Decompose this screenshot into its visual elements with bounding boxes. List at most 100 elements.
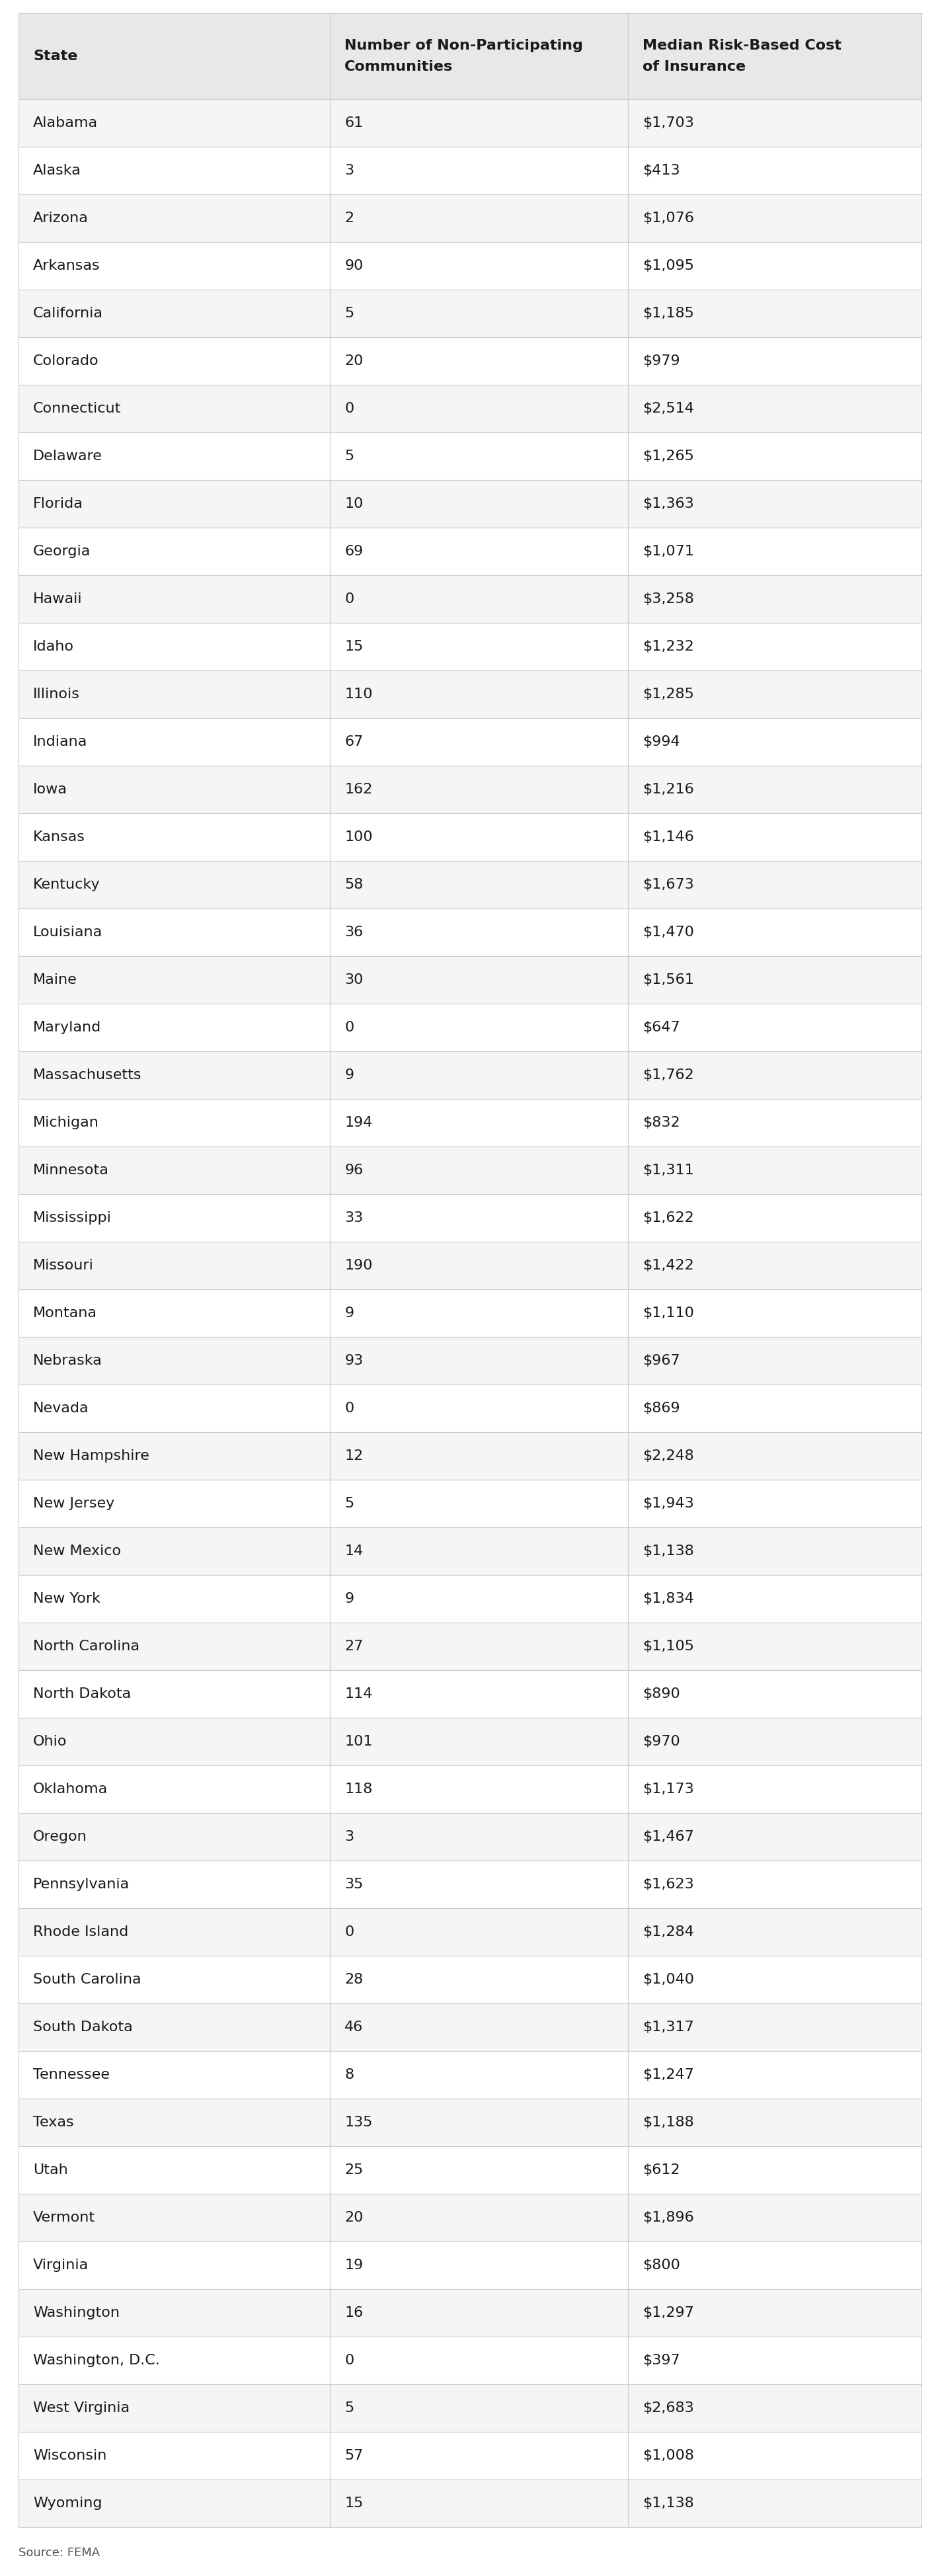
Text: Pennsylvania: Pennsylvania: [33, 1878, 130, 1891]
Text: $1,173: $1,173: [643, 1783, 694, 1795]
Bar: [330, 1909, 628, 1955]
Bar: [628, 2195, 921, 2241]
Text: 5: 5: [345, 2401, 354, 2414]
Bar: [628, 2146, 921, 2195]
Bar: [330, 2385, 628, 2432]
Bar: [330, 193, 628, 242]
Bar: [19, 2195, 330, 2241]
Text: Alaska: Alaska: [33, 165, 81, 178]
Bar: [628, 384, 921, 433]
Text: 90: 90: [345, 260, 364, 273]
Text: 0: 0: [345, 1401, 354, 1414]
Text: $970: $970: [643, 1736, 680, 1749]
Bar: [330, 1383, 628, 1432]
Bar: [19, 242, 330, 289]
Bar: [330, 814, 628, 860]
Text: Arizona: Arizona: [33, 211, 88, 224]
Bar: [19, 13, 330, 100]
Text: Ohio: Ohio: [33, 1736, 67, 1749]
Text: $1,317: $1,317: [643, 2020, 694, 2035]
Text: $1,311: $1,311: [643, 1164, 694, 1177]
Text: $979: $979: [643, 355, 680, 368]
Bar: [628, 1574, 921, 1623]
Bar: [19, 384, 330, 433]
Bar: [330, 2099, 628, 2146]
Text: 27: 27: [345, 1641, 363, 1654]
Bar: [19, 2290, 330, 2336]
Bar: [19, 1718, 330, 1765]
Bar: [330, 909, 628, 956]
Text: Wisconsin: Wisconsin: [33, 2450, 106, 2463]
Bar: [19, 528, 330, 574]
Bar: [19, 1195, 330, 1242]
Text: $967: $967: [643, 1355, 680, 1368]
Bar: [19, 479, 330, 528]
Text: $1,138: $1,138: [643, 1546, 694, 1558]
Text: Oregon: Oregon: [33, 1829, 87, 1844]
Bar: [628, 1860, 921, 1909]
Text: $1,470: $1,470: [643, 925, 694, 938]
Text: 3: 3: [345, 1829, 354, 1844]
Text: $1,188: $1,188: [643, 2115, 694, 2128]
Bar: [19, 1242, 330, 1291]
Bar: [330, 670, 628, 719]
Text: 9: 9: [345, 1592, 354, 1605]
Bar: [628, 956, 921, 1005]
Bar: [330, 860, 628, 909]
Text: Rhode Island: Rhode Island: [33, 1924, 129, 1940]
Text: $890: $890: [643, 1687, 680, 1700]
Bar: [330, 2146, 628, 2195]
Bar: [19, 1479, 330, 1528]
Bar: [330, 1195, 628, 1242]
Text: 190: 190: [345, 1260, 372, 1273]
Bar: [628, 193, 921, 242]
Bar: [330, 2241, 628, 2290]
Bar: [330, 2481, 628, 2527]
Bar: [330, 384, 628, 433]
Text: $1,422: $1,422: [643, 1260, 694, 1273]
Text: $1,834: $1,834: [643, 1592, 694, 1605]
Bar: [19, 1765, 330, 1814]
Bar: [628, 337, 921, 384]
Bar: [330, 1291, 628, 1337]
Bar: [628, 2050, 921, 2099]
Text: North Dakota: North Dakota: [33, 1687, 131, 1700]
Bar: [628, 574, 921, 623]
Bar: [19, 100, 330, 147]
Text: $1,247: $1,247: [643, 2069, 694, 2081]
Text: Communities: Communities: [345, 59, 453, 72]
Text: $1,297: $1,297: [643, 2306, 694, 2318]
Bar: [19, 2336, 330, 2385]
Bar: [19, 1623, 330, 1669]
Bar: [19, 2481, 330, 2527]
Text: $397: $397: [643, 2354, 680, 2367]
Text: 16: 16: [345, 2306, 363, 2318]
Bar: [19, 1051, 330, 1100]
Text: Idaho: Idaho: [33, 639, 74, 654]
Text: Delaware: Delaware: [33, 451, 102, 464]
Bar: [330, 956, 628, 1005]
Bar: [628, 860, 921, 909]
Text: 0: 0: [345, 592, 354, 605]
Text: Michigan: Michigan: [33, 1115, 99, 1128]
Bar: [628, 1337, 921, 1383]
Text: Source: FEMA: Source: FEMA: [19, 2548, 100, 2558]
Text: $1,095: $1,095: [643, 260, 694, 273]
Bar: [628, 909, 921, 956]
Bar: [19, 1100, 330, 1146]
Bar: [628, 814, 921, 860]
Text: $2,248: $2,248: [643, 1450, 694, 1463]
Text: $1,703: $1,703: [643, 116, 694, 129]
Bar: [19, 1909, 330, 1955]
Bar: [330, 1623, 628, 1669]
Text: $1,138: $1,138: [643, 2496, 694, 2509]
Text: 69: 69: [345, 544, 363, 559]
Text: Washington: Washington: [33, 2306, 119, 2318]
Bar: [19, 2146, 330, 2195]
Text: $800: $800: [643, 2259, 681, 2272]
Text: 57: 57: [345, 2450, 364, 2463]
Bar: [19, 1814, 330, 1860]
Bar: [19, 1146, 330, 1195]
Text: $994: $994: [643, 734, 680, 750]
Text: Kansas: Kansas: [33, 829, 86, 845]
